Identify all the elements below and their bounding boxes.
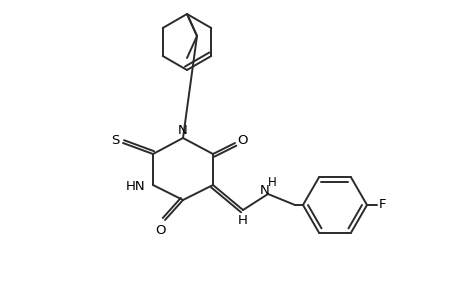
Text: H: H <box>238 214 247 227</box>
Text: S: S <box>111 134 119 148</box>
Text: H: H <box>267 176 276 190</box>
Text: N: N <box>259 184 269 197</box>
Text: F: F <box>378 199 386 212</box>
Text: O: O <box>156 224 166 238</box>
Text: HN: HN <box>126 181 146 194</box>
Text: N: N <box>178 124 187 137</box>
Text: O: O <box>237 134 248 148</box>
